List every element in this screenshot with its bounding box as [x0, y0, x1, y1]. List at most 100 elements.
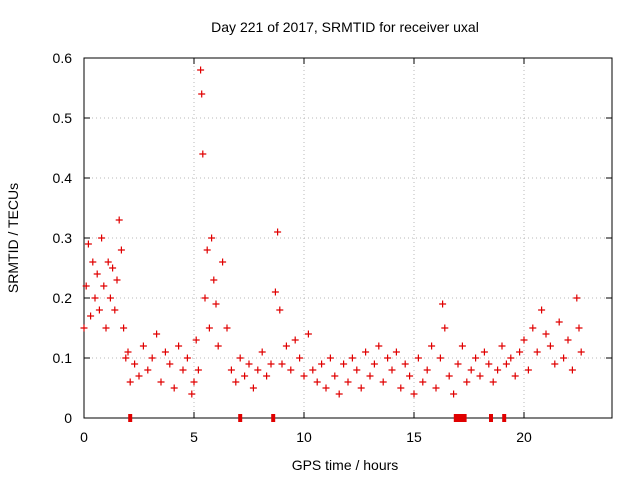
- data-point: [278, 360, 286, 368]
- data-point: [423, 366, 431, 374]
- data-point: [498, 342, 506, 350]
- data-point: [236, 354, 244, 362]
- grid: [84, 58, 612, 418]
- bottom-marker: [462, 414, 467, 422]
- data-point: [384, 354, 392, 362]
- bottom-marker: [502, 414, 507, 422]
- data-point: [135, 372, 143, 380]
- data-point: [436, 354, 444, 362]
- data-point: [80, 324, 88, 332]
- x-tick-label: 5: [190, 429, 198, 445]
- data-point: [93, 270, 101, 278]
- data-point: [113, 276, 121, 284]
- bottom-marker: [460, 414, 465, 422]
- data-point: [124, 348, 132, 356]
- data-point: [161, 348, 169, 356]
- data-point: [131, 360, 139, 368]
- data-point: [573, 294, 581, 302]
- data-point: [577, 348, 585, 356]
- data-point: [291, 336, 299, 344]
- data-point: [157, 378, 165, 386]
- data-point: [245, 360, 253, 368]
- data-point: [296, 354, 304, 362]
- data-point: [89, 258, 97, 266]
- data-point: [472, 354, 480, 362]
- data-point: [100, 282, 108, 290]
- data-point: [520, 336, 528, 344]
- bottom-marker: [458, 414, 463, 422]
- data-point: [258, 348, 266, 356]
- data-point: [357, 384, 365, 392]
- data-point: [507, 354, 515, 362]
- data-point: [227, 366, 235, 374]
- x-tick-label: 0: [80, 429, 88, 445]
- y-tick-label: 0.1: [53, 350, 73, 366]
- data-point: [309, 366, 317, 374]
- data-point: [271, 288, 279, 296]
- data-point: [91, 294, 99, 302]
- data-point: [560, 354, 568, 362]
- data-point: [104, 258, 112, 266]
- bottom-marker: [456, 414, 460, 422]
- data-point: [122, 354, 130, 362]
- data-point: [322, 384, 330, 392]
- data-point: [542, 330, 550, 338]
- data-point: [82, 282, 90, 290]
- data-point: [410, 390, 418, 398]
- data-point: [144, 366, 152, 374]
- data-point: [428, 342, 436, 350]
- y-tick-label: 0.6: [53, 50, 73, 66]
- data-point: [197, 66, 205, 74]
- y-tick-label: 0: [64, 410, 72, 426]
- data-point: [287, 366, 295, 374]
- data-point: [214, 342, 222, 350]
- data-point: [414, 354, 422, 362]
- data-point: [95, 306, 103, 314]
- data-point: [241, 372, 249, 380]
- y-tick-label: 0.2: [53, 290, 73, 306]
- bottom-marker: [489, 414, 493, 422]
- data-point: [179, 366, 187, 374]
- data-point: [175, 342, 183, 350]
- data-point: [267, 360, 275, 368]
- data-point: [203, 246, 211, 254]
- data-point: [575, 324, 583, 332]
- data-point: [533, 348, 541, 356]
- data-point: [276, 306, 284, 314]
- data-point: [300, 372, 308, 380]
- data-point: [450, 390, 458, 398]
- data-point: [205, 324, 213, 332]
- data-point: [263, 372, 271, 380]
- data-point: [183, 354, 191, 362]
- data-point: [463, 378, 471, 386]
- data-point: [208, 234, 216, 242]
- data-point: [551, 360, 559, 368]
- data-point: [190, 378, 198, 386]
- data-point: [370, 360, 378, 368]
- data-point: [87, 312, 95, 320]
- data-point: [392, 348, 400, 356]
- data-point: [111, 306, 119, 314]
- bottom-marker: [453, 414, 458, 422]
- data-point: [476, 372, 484, 380]
- data-point: [568, 366, 576, 374]
- y-tick-label: 0.3: [53, 230, 73, 246]
- data-point: [454, 360, 462, 368]
- data-point: [502, 360, 510, 368]
- data-point: [458, 342, 466, 350]
- data-point: [109, 264, 117, 272]
- data-point: [274, 228, 282, 236]
- data-point: [188, 390, 196, 398]
- data-point: [485, 360, 493, 368]
- data-point: [194, 366, 202, 374]
- bottom-marker: [238, 414, 243, 422]
- data-point: [148, 354, 156, 362]
- data-point: [331, 372, 339, 380]
- bottom-marker: [128, 414, 133, 422]
- x-tick-label: 20: [516, 429, 532, 445]
- data-point: [401, 360, 409, 368]
- data-point: [254, 366, 262, 374]
- x-tick-label: 15: [406, 429, 422, 445]
- data-point: [223, 324, 231, 332]
